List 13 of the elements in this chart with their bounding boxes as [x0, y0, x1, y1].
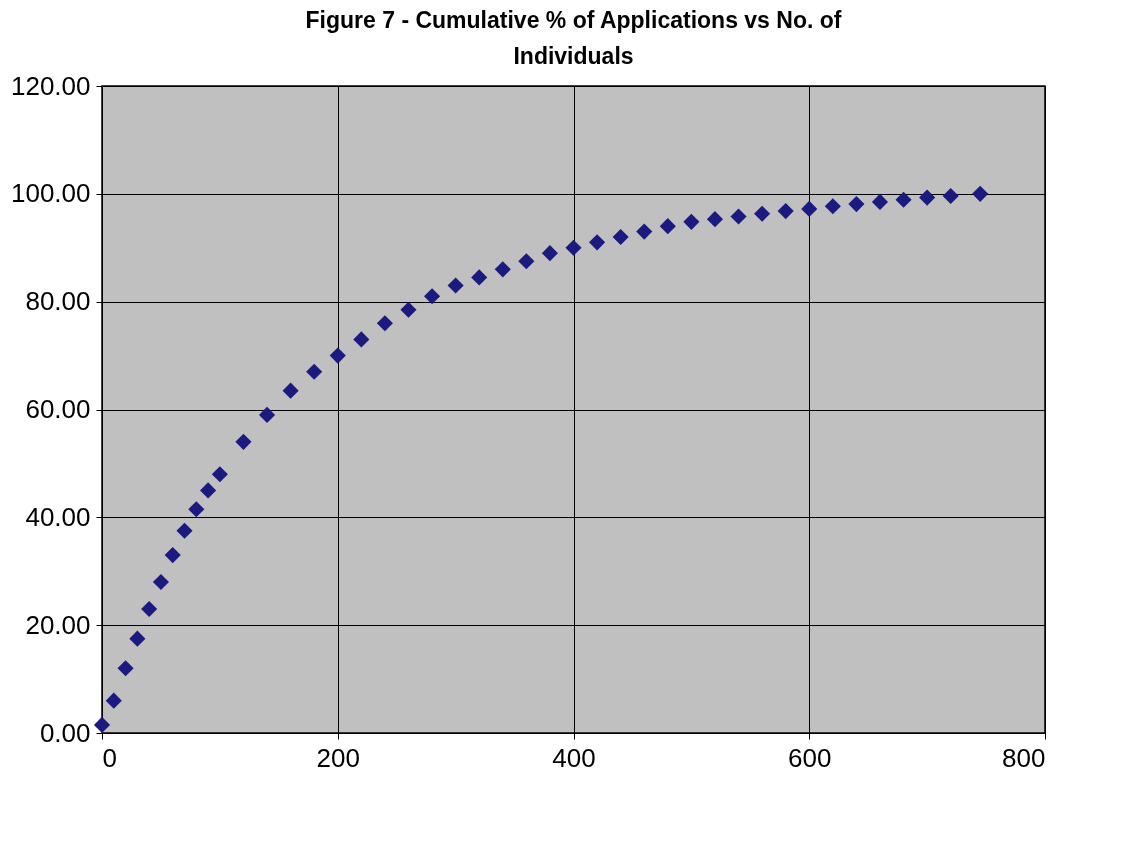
- x-tick-label: 400: [552, 742, 596, 773]
- chart-title: Figure 7 - Cumulative % of Applications vs No. of Individuals: [305, 7, 842, 69]
- x-tick-label: 800: [1002, 742, 1046, 773]
- y-tick-label: 0.00: [39, 717, 91, 748]
- x-tick-label: 0: [102, 742, 117, 773]
- y-tick-label: 20.00: [25, 609, 91, 640]
- x-tick-label: 600: [788, 742, 832, 773]
- y-tick-label: 60.00: [25, 394, 91, 424]
- y-tick-label: 120.00: [10, 70, 91, 101]
- y-tick-label: 40.00: [25, 501, 91, 532]
- y-tick-label: 100.00: [10, 178, 91, 209]
- x-tick-label: 200: [316, 742, 360, 773]
- y-tick-label: 80.00: [25, 286, 91, 317]
